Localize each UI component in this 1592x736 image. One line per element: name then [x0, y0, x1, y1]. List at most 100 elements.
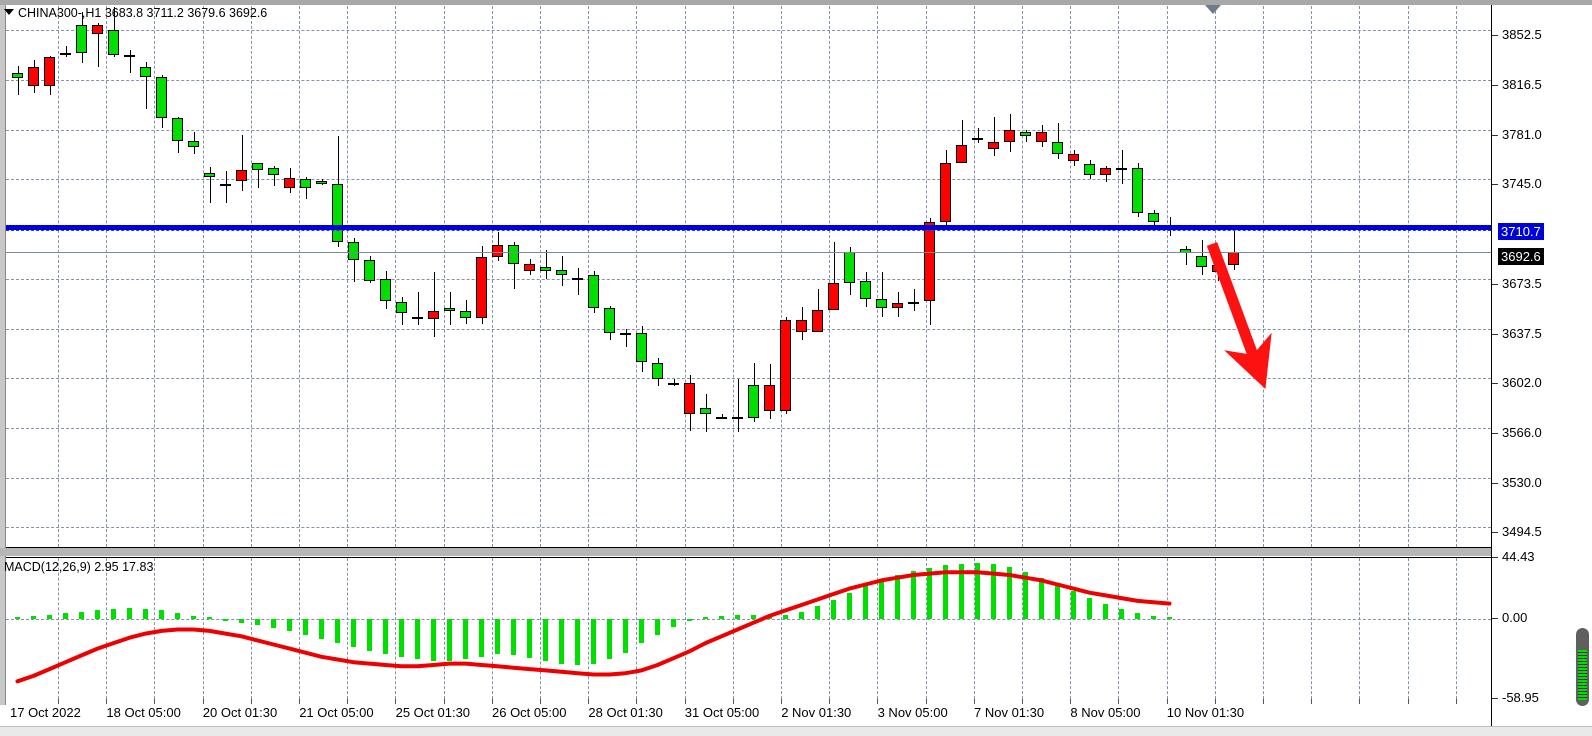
macd-histogram-bar — [719, 615, 724, 619]
candle-body — [860, 280, 871, 299]
candle-wick — [514, 241, 515, 289]
candle-wick — [626, 329, 627, 348]
time-axis-tick — [106, 699, 108, 704]
time-axis-tick — [540, 699, 541, 704]
candle-wick — [962, 119, 963, 158]
macd-histogram-bar — [1055, 584, 1060, 619]
time-gridline — [1455, 558, 1457, 699]
macd-axis-label: 0.00 — [1502, 609, 1528, 625]
time-gridline — [781, 6, 782, 547]
macd-histogram-bar — [1151, 615, 1156, 619]
candle-body — [268, 168, 279, 176]
candle-body — [588, 275, 599, 309]
price-axis-tick — [1492, 482, 1498, 484]
macd-histogram-bar — [239, 618, 244, 623]
ask-price-label[interactable]: 3692.6 — [1498, 248, 1544, 266]
macd-histogram-bar — [383, 618, 388, 655]
down-trend-arrow — [1206, 242, 1272, 389]
macd-axis-tick — [1492, 698, 1498, 699]
price-axis-label: 3530.0 — [1502, 474, 1542, 490]
candle-wick — [418, 291, 419, 326]
candle-wick — [146, 61, 147, 109]
time-axis-tick — [877, 699, 879, 704]
scrollbar-thumb-fill[interactable] — [1578, 650, 1587, 700]
time-gridline — [588, 558, 590, 699]
triangle-down-icon[interactable] — [4, 9, 14, 15]
candle-body — [908, 301, 919, 304]
candle-body — [284, 178, 295, 188]
candle-body — [428, 311, 439, 320]
macd-histogram-bar — [959, 564, 964, 619]
price-axis-tick — [1492, 85, 1498, 87]
candle-wick — [274, 165, 275, 187]
time-axis-label: 18 Oct 05:00 — [106, 705, 181, 720]
candle-body — [204, 172, 215, 177]
macd-histogram-bar — [575, 618, 580, 665]
macd-histogram-bar — [207, 617, 212, 620]
macd-histogram-bar — [543, 618, 548, 661]
price-gridline — [6, 427, 1491, 429]
candle-body — [76, 25, 87, 54]
bid-price-label[interactable]: 3710.7 — [1498, 222, 1544, 240]
price-axis-tick — [1492, 432, 1498, 434]
candle-body — [252, 162, 263, 170]
time-gridline — [829, 558, 831, 699]
pane-separator[interactable] — [0, 548, 1592, 556]
candle-wick — [722, 413, 723, 420]
candle-body — [508, 244, 519, 264]
macd-histogram-bar — [991, 564, 996, 619]
time-gridline — [973, 558, 975, 699]
price-gridline — [6, 80, 1491, 82]
candle-body — [572, 277, 583, 280]
macd-indicator-pane[interactable] — [6, 557, 1491, 700]
macd-histogram-bar — [687, 618, 692, 622]
time-gridline — [1022, 558, 1023, 699]
time-gridline — [1263, 558, 1264, 699]
candle-body — [300, 179, 311, 188]
candle-body — [188, 140, 199, 148]
candle-body — [748, 384, 759, 418]
ask-price-line[interactable] — [6, 252, 1491, 254]
time-gridline — [58, 558, 59, 699]
price-axis-label: 3745.0 — [1502, 176, 1542, 192]
candle-body — [12, 72, 23, 79]
candle-body — [972, 137, 983, 140]
time-gridline — [636, 6, 638, 547]
time-axis-tick — [684, 699, 686, 704]
candle-body — [28, 67, 39, 87]
time-gridline — [829, 6, 831, 547]
macd-histogram-bar — [815, 606, 820, 619]
candle-wick — [306, 176, 307, 199]
time-gridline — [1118, 558, 1120, 699]
candle-body — [636, 333, 647, 363]
time-axis-label: 21 Oct 05:00 — [299, 705, 374, 720]
time-axis-label: 17 Oct 2022 — [10, 705, 81, 720]
price-chart-pane[interactable] — [6, 6, 1491, 548]
time-gridline — [1214, 6, 1216, 547]
vertical-scale-scrollbar[interactable] — [1576, 628, 1589, 706]
time-gridline — [877, 558, 879, 699]
price-pane-header: CHINA300-,H1 3683.8 3711.2 3679.6 3692.6 — [4, 6, 267, 20]
candle-body — [700, 408, 711, 414]
time-axis-label: 31 Oct 05:00 — [684, 705, 760, 720]
price-axis-tick — [1492, 382, 1498, 384]
macd-histogram-bar — [63, 613, 68, 619]
candle-wick — [226, 171, 227, 203]
time-gridline — [732, 558, 734, 699]
time-gridline — [250, 6, 252, 547]
time-gridline — [973, 6, 975, 547]
time-gridline — [1070, 6, 1072, 547]
chart-period-marker[interactable] — [1205, 5, 1221, 14]
bid-price-line[interactable] — [6, 224, 1491, 230]
price-gridline — [6, 477, 1491, 479]
candle-wick — [210, 166, 211, 203]
macd-histogram-bar — [415, 618, 420, 660]
price-axis[interactable]: 3852.5 3816.5 3781.0 3745.0 3673.5 3637.5 3602… — [1491, 5, 1592, 726]
time-gridline — [1455, 6, 1457, 547]
candle-wick — [978, 128, 979, 144]
time-axis-tick — [1118, 699, 1120, 704]
time-gridline — [347, 558, 349, 699]
time-axis[interactable]: 17 Oct 2022 18 Oct 05:00 20 Oct 01:30 21 Oc… — [6, 699, 1491, 726]
macd-histogram-bar — [527, 618, 532, 659]
candle-wick — [242, 135, 243, 191]
